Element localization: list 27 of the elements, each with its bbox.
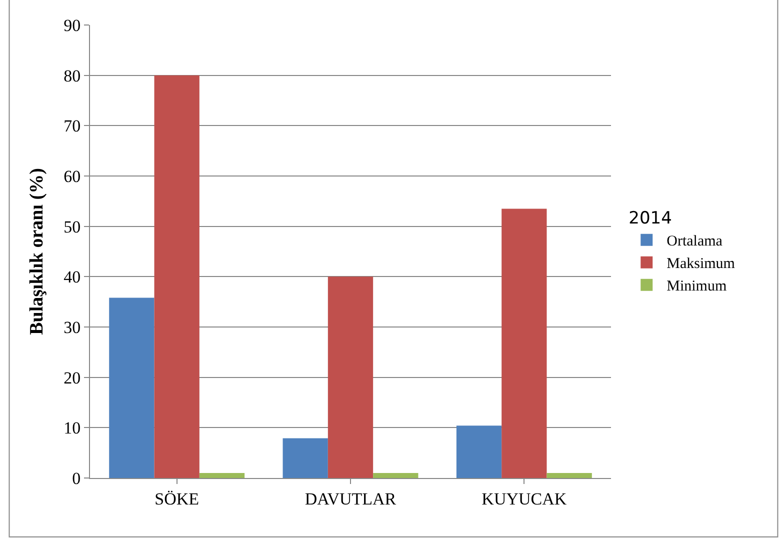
bar [456, 426, 502, 478]
legend-label: Maksimum [666, 256, 736, 272]
y-tick-label: 20 [64, 368, 81, 388]
legend-title: 2014 [628, 208, 672, 229]
bar [502, 208, 547, 478]
bar [546, 472, 592, 478]
y-tick-label: 60 [64, 166, 81, 186]
y-axis-title: Bulaşıklık oranı (%) [26, 168, 48, 335]
x-tick-label: KUYUCAK [482, 489, 568, 508]
bar [109, 298, 154, 478]
x-tick-label: SÖKE [154, 489, 200, 508]
y-tick-label: 10 [64, 418, 81, 438]
bar [199, 472, 245, 478]
bar [373, 472, 418, 478]
bar [282, 438, 328, 478]
y-tick-label: 80 [64, 66, 81, 86]
y-tick-label: 0 [72, 468, 81, 488]
y-tick-label: 70 [64, 116, 81, 136]
bar [328, 276, 374, 478]
legend-label: Minimum [666, 278, 727, 295]
y-tick-label: 40 [64, 268, 81, 287]
bar [154, 75, 200, 478]
legend-label: Ortalama [666, 234, 723, 250]
x-tick-label: DAVUTLAR [304, 489, 397, 508]
y-tick-label: 50 [64, 217, 81, 236]
y-tick-label: 30 [64, 318, 81, 337]
y-tick-label: 90 [64, 16, 81, 35]
